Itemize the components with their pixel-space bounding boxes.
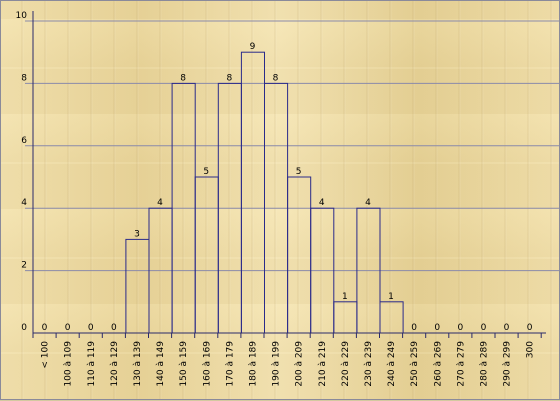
data-label: 8 bbox=[180, 73, 186, 83]
axes bbox=[32, 11, 546, 338]
x-tick-label: 190 à 199 bbox=[272, 341, 282, 387]
data-label: 4 bbox=[157, 198, 163, 208]
y-tick-label: 8 bbox=[21, 73, 27, 83]
data-label: 0 bbox=[42, 323, 48, 333]
bar bbox=[125, 238, 150, 334]
data-label: 5 bbox=[203, 167, 209, 177]
x-tick-label: 260 à 269 bbox=[433, 341, 443, 387]
x-tick-label: 180 à 189 bbox=[248, 341, 258, 387]
x-tick-label: 230 à 239 bbox=[364, 341, 374, 387]
bar bbox=[287, 176, 312, 334]
data-label: 0 bbox=[411, 323, 417, 333]
data-label: 5 bbox=[296, 167, 302, 177]
y-tick-label: 6 bbox=[21, 136, 27, 146]
x-tick-label: 160 à 169 bbox=[202, 341, 212, 387]
x-tick-label: 210 à 219 bbox=[318, 341, 328, 387]
x-tick-label: 250 à 259 bbox=[410, 341, 420, 387]
bar bbox=[379, 301, 404, 334]
data-label: 0 bbox=[111, 323, 117, 333]
x-tick-label: 300 bbox=[526, 341, 536, 358]
grid-lines bbox=[25, 20, 559, 272]
x-tick-label: 240 à 249 bbox=[387, 341, 397, 387]
x-tick-label: 200 à 209 bbox=[295, 341, 305, 387]
x-tick-label: 290 à 299 bbox=[503, 341, 513, 387]
data-label: 4 bbox=[319, 198, 325, 208]
data-label: 0 bbox=[434, 323, 440, 333]
bar bbox=[240, 51, 265, 334]
data-label: 0 bbox=[65, 323, 71, 333]
x-tick-label: 130 à 139 bbox=[133, 341, 143, 387]
data-label: 4 bbox=[365, 198, 371, 208]
data-label: 0 bbox=[88, 323, 94, 333]
y-tick-label: 4 bbox=[21, 198, 27, 208]
bar bbox=[194, 176, 219, 334]
y-tick-label: 2 bbox=[21, 261, 27, 271]
bars bbox=[125, 51, 404, 334]
data-label: 0 bbox=[504, 323, 510, 333]
x-tick-label: 140 à 149 bbox=[156, 341, 166, 387]
x-tick-label: 280 à 289 bbox=[479, 341, 489, 387]
bar bbox=[333, 301, 358, 334]
x-tick-label: 110 à 119 bbox=[87, 341, 97, 387]
x-tick-label: 170 à 179 bbox=[225, 341, 235, 387]
y-tick-label: 0 bbox=[21, 323, 27, 333]
data-label: 9 bbox=[250, 42, 256, 52]
x-tick-label: 120 à 129 bbox=[110, 341, 120, 387]
x-tick-label: < 100 bbox=[41, 341, 51, 369]
x-tick-label: 100 à 109 bbox=[64, 341, 74, 387]
data-label: 3 bbox=[134, 229, 140, 239]
data-label: 8 bbox=[226, 73, 232, 83]
data-label: 0 bbox=[527, 323, 533, 333]
data-label: 0 bbox=[481, 323, 487, 333]
data-label: 0 bbox=[457, 323, 463, 333]
x-tick-label: 220 à 229 bbox=[341, 341, 351, 387]
data-label: 1 bbox=[342, 292, 348, 302]
data-label: 1 bbox=[388, 292, 394, 302]
data-label: 8 bbox=[273, 73, 279, 83]
x-tick-label: 270 à 279 bbox=[456, 341, 466, 387]
y-tick-label: 10 bbox=[16, 11, 28, 21]
x-tick-label: 150 à 159 bbox=[179, 341, 189, 387]
